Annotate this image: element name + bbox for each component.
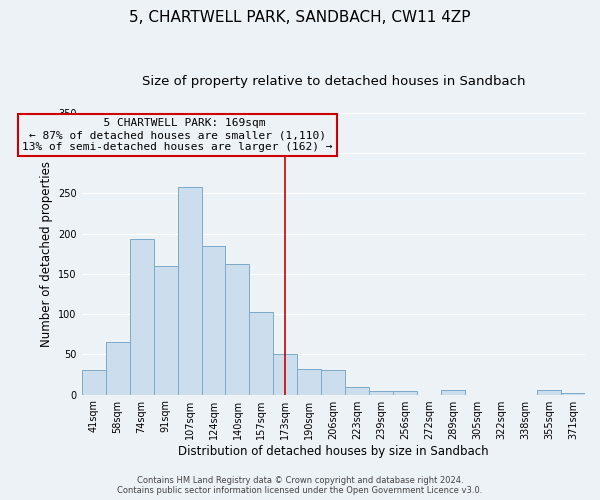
Bar bbox=[202, 246, 226, 394]
Bar bbox=[369, 392, 393, 394]
Text: 5, CHARTWELL PARK, SANDBACH, CW11 4ZP: 5, CHARTWELL PARK, SANDBACH, CW11 4ZP bbox=[129, 10, 471, 25]
Bar bbox=[537, 390, 561, 394]
Bar bbox=[250, 312, 274, 394]
Bar bbox=[130, 239, 154, 394]
Bar bbox=[393, 390, 417, 394]
X-axis label: Distribution of detached houses by size in Sandbach: Distribution of detached houses by size … bbox=[178, 444, 488, 458]
Bar bbox=[106, 342, 130, 394]
Bar bbox=[346, 386, 369, 394]
Bar bbox=[561, 393, 585, 394]
Bar bbox=[274, 354, 298, 395]
Text: Contains HM Land Registry data © Crown copyright and database right 2024.
Contai: Contains HM Land Registry data © Crown c… bbox=[118, 476, 482, 495]
Bar bbox=[178, 187, 202, 394]
Bar bbox=[322, 370, 346, 394]
Y-axis label: Number of detached properties: Number of detached properties bbox=[40, 160, 53, 346]
Bar bbox=[226, 264, 250, 394]
Bar bbox=[82, 370, 106, 394]
Text: 5 CHARTWELL PARK: 169sqm
← 87% of detached houses are smaller (1,110)
13% of sem: 5 CHARTWELL PARK: 169sqm ← 87% of detach… bbox=[22, 118, 333, 152]
Bar bbox=[441, 390, 465, 394]
Bar bbox=[154, 266, 178, 394]
Bar bbox=[298, 369, 322, 394]
Title: Size of property relative to detached houses in Sandbach: Size of property relative to detached ho… bbox=[142, 75, 525, 88]
